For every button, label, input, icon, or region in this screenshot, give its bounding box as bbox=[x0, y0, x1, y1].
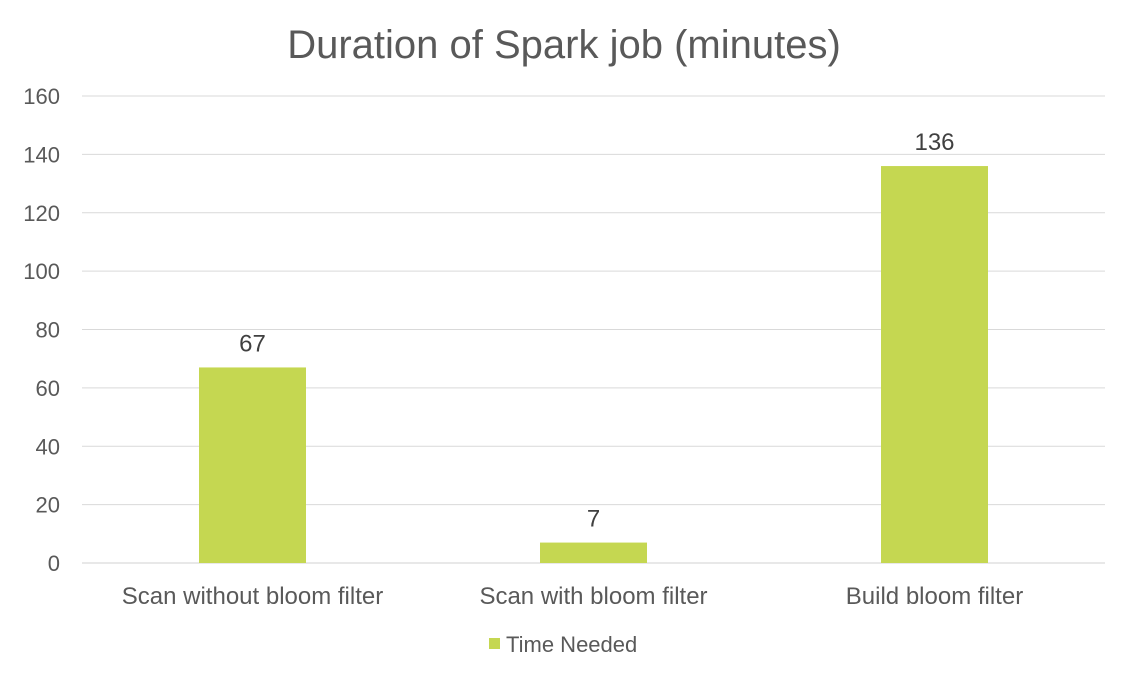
x-tick-label: Scan with bloom filter bbox=[479, 583, 707, 610]
y-tick-label: 140 bbox=[23, 142, 60, 167]
y-tick-label: 100 bbox=[23, 259, 60, 284]
y-tick-label: 120 bbox=[23, 201, 60, 226]
y-tick-label: 20 bbox=[36, 493, 60, 518]
data-label: 136 bbox=[914, 129, 954, 156]
y-tick-label: 40 bbox=[36, 434, 60, 459]
y-tick-label: 80 bbox=[36, 318, 60, 343]
bar bbox=[199, 367, 306, 563]
x-tick-label: Scan without bloom filter bbox=[122, 583, 383, 610]
y-tick-label: 160 bbox=[23, 84, 60, 109]
data-label: 7 bbox=[587, 506, 600, 533]
x-tick-label: Build bloom filter bbox=[846, 583, 1023, 610]
bar bbox=[881, 166, 988, 564]
y-tick-label: 60 bbox=[36, 376, 60, 401]
bar bbox=[540, 542, 647, 563]
y-tick-label: 0 bbox=[48, 551, 60, 576]
data-label: 67 bbox=[239, 330, 266, 357]
legend-label: Time Needed bbox=[506, 632, 637, 657]
legend: Time Needed bbox=[489, 632, 637, 657]
chart-title: Duration of Spark job (minutes) bbox=[287, 23, 841, 67]
legend-swatch bbox=[489, 638, 500, 649]
